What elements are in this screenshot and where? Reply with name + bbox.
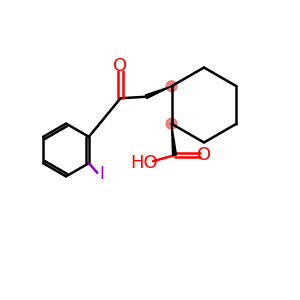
Polygon shape — [172, 124, 176, 155]
Circle shape — [166, 81, 177, 92]
Text: HO: HO — [131, 154, 158, 172]
Text: O: O — [197, 146, 212, 164]
Text: I: I — [99, 165, 104, 183]
Circle shape — [166, 118, 177, 129]
Polygon shape — [145, 86, 172, 99]
Text: O: O — [113, 57, 128, 75]
